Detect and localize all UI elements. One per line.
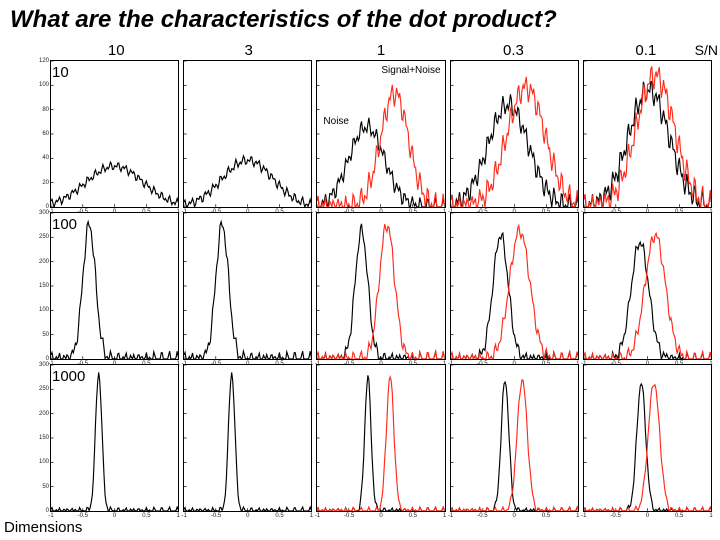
row-label: 10 (52, 64, 69, 81)
x-tick-label: 0.5 (142, 513, 150, 519)
x-tick-label: 0.5 (409, 513, 417, 519)
plot-panel: -1-0.500.51 (183, 60, 312, 208)
x-tick-label: -1 (448, 513, 453, 519)
y-tick-label: 150 (29, 435, 49, 441)
y-tick-label: 150 (29, 283, 49, 289)
y-tick-label: 60 (29, 131, 49, 137)
col-header: 10 (50, 42, 182, 60)
plot-panel: -1-0.500.51 (583, 212, 712, 360)
x-tick-label: 1 (177, 513, 180, 519)
row-label: 100 (52, 216, 77, 233)
x-tick-label: 1 (576, 513, 579, 519)
x-tick-label: -0.5 (211, 513, 221, 519)
y-tick-label: 100 (29, 307, 49, 313)
col-header: 0.1 (580, 42, 712, 60)
x-tick-label: -0.5 (78, 513, 88, 519)
plot-panel: 020406080100120-1-0.500.51 (50, 60, 179, 208)
plot-panel: -1-0.500.51 (183, 364, 312, 512)
column-headers: 10 3 1 0.3 0.1 (22, 42, 712, 60)
plot-row: 020406080100120-1-0.500.51-1-0.500.51-1-… (22, 60, 712, 208)
plot-panel: 050100150200250300-1-0.500.51 (50, 212, 179, 360)
plot-panel: -1-0.500.51 (450, 60, 579, 208)
plot-panel: -1-0.500.51 (316, 212, 445, 360)
x-tick-label: -1 (581, 513, 586, 519)
plot-panel: 050100150200250300-1-0.500.51 (50, 364, 179, 512)
row-label: 1000 (52, 368, 85, 385)
x-tick-label: 0 (246, 513, 249, 519)
y-tick-label: 250 (29, 234, 49, 240)
dimensions-axis-label: Dimensions (4, 519, 82, 536)
y-tick-label: 0 (29, 508, 49, 514)
y-tick-label: 300 (29, 362, 49, 368)
y-tick-label: 50 (29, 484, 49, 490)
y-tick-label: 200 (29, 411, 49, 417)
y-tick-label: 120 (29, 58, 49, 64)
plot-panel: -1-0.500.51 (450, 364, 579, 512)
y-tick-label: 100 (29, 82, 49, 88)
plot-row: 050100150200250300-1-0.500.51-1-0.500.51… (22, 212, 712, 360)
plot-panel: -1-0.500.51 (316, 364, 445, 512)
y-tick-label: 80 (29, 107, 49, 113)
y-tick-label: 20 (29, 180, 49, 186)
x-tick-label: 0 (646, 513, 649, 519)
x-tick-label: 0 (513, 513, 516, 519)
plot-grid: 10 3 1 0.3 0.1 020406080100120-1-0.500.5… (22, 42, 712, 512)
plot-row: 050100150200250300-1-0.500.51-1-0.500.51… (22, 364, 712, 512)
col-header: 3 (182, 42, 314, 60)
x-tick-label: -0.5 (477, 513, 487, 519)
y-tick-label: 200 (29, 259, 49, 265)
plot-panel: -1-0.500.51 (583, 60, 712, 208)
y-tick-label: 100 (29, 459, 49, 465)
x-tick-label: -1 (315, 513, 320, 519)
y-tick-label: 40 (29, 155, 49, 161)
plot-panel: -1-0.500.51 (183, 212, 312, 360)
x-tick-label: -0.5 (610, 513, 620, 519)
plot-panel: -1-0.500.51 (450, 212, 579, 360)
y-tick-label: 50 (29, 332, 49, 338)
x-tick-label: 0.5 (542, 513, 550, 519)
x-tick-label: 1 (709, 513, 712, 519)
x-tick-label: 0 (113, 513, 116, 519)
page-title: What are the characteristics of the dot … (0, 0, 720, 36)
x-tick-label: -1 (48, 513, 53, 519)
x-tick-label: 0 (379, 513, 382, 519)
x-tick-label: 1 (443, 513, 446, 519)
plot-panel: -1-0.500.51Signal+NoiseNoise (316, 60, 445, 208)
x-tick-label: -0.5 (344, 513, 354, 519)
x-tick-label: 0.5 (675, 513, 683, 519)
col-header: 1 (315, 42, 447, 60)
x-tick-label: 1 (310, 513, 313, 519)
x-tick-label: 0.5 (275, 513, 283, 519)
col-header: 0.3 (447, 42, 579, 60)
y-tick-label: 250 (29, 386, 49, 392)
y-tick-label: 300 (29, 210, 49, 216)
plot-panel: -1-0.500.51 (583, 364, 712, 512)
x-tick-label: -1 (182, 513, 187, 519)
